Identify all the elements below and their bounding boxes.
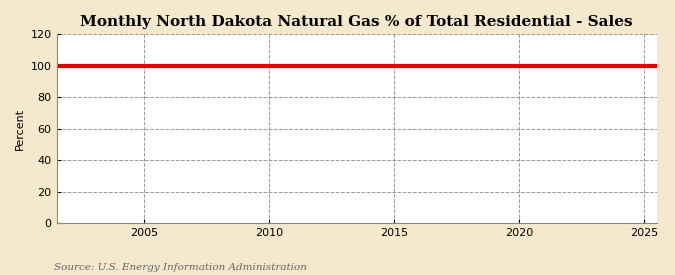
Title: Monthly North Dakota Natural Gas % of Total Residential - Sales: Monthly North Dakota Natural Gas % of To…	[80, 15, 633, 29]
Text: Source: U.S. Energy Information Administration: Source: U.S. Energy Information Administ…	[54, 263, 307, 272]
Y-axis label: Percent: Percent	[15, 108, 25, 150]
